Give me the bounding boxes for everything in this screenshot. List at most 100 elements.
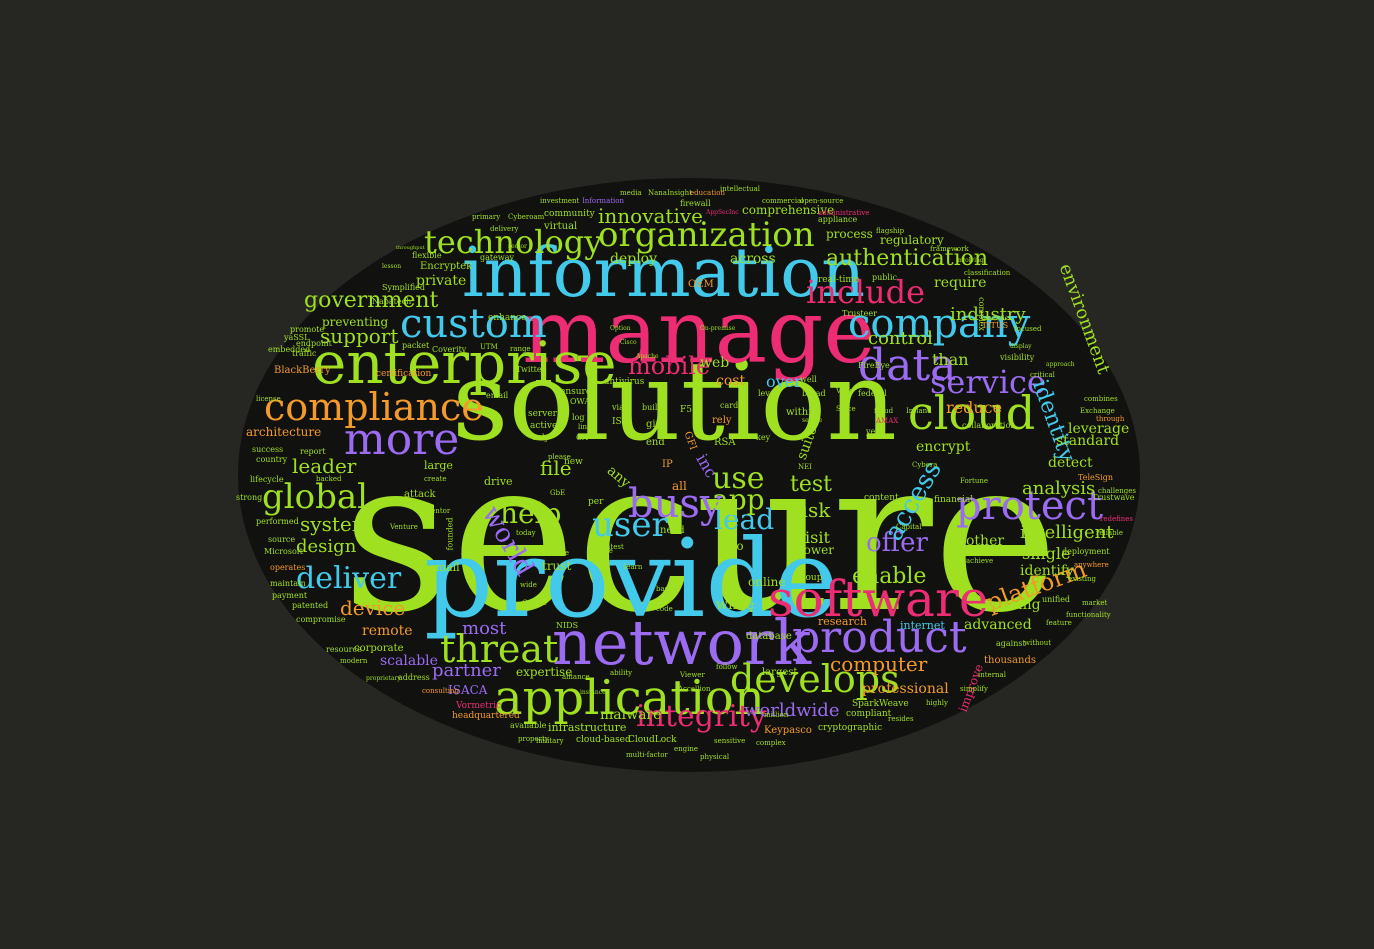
cloud-word: company: [848, 301, 1031, 347]
cloud-word: content: [864, 493, 899, 503]
cloud-word: consulting: [422, 687, 460, 695]
cloud-word: Twitter: [516, 365, 546, 374]
cloud-word: operates: [270, 563, 306, 572]
cloud-word: classification: [964, 269, 1011, 277]
cloud-word: yaSSL: [284, 333, 310, 342]
cloud-word: report: [300, 447, 326, 456]
cloud-word: firewall: [680, 199, 711, 208]
cloud-word: investment: [540, 197, 580, 205]
cloud-word: broad: [802, 389, 826, 398]
cloud-word: internal: [978, 671, 1006, 679]
cloud-word: need: [660, 525, 685, 536]
cloud-word: intellectual: [720, 185, 760, 193]
cloud-word: TeleSign: [1078, 473, 1114, 482]
cloud-word: detect: [1048, 455, 1093, 471]
cloud-word: reliable: [1096, 529, 1124, 537]
cloud-word: wide: [520, 581, 537, 589]
cloud-word: education: [690, 189, 725, 197]
cloud-word: enhance: [488, 313, 527, 323]
cloud-word: device: [340, 596, 406, 620]
cloud-word: please: [548, 453, 571, 461]
cloud-word: system: [300, 512, 371, 536]
cloud-word: key: [756, 433, 771, 442]
cloud-word: app: [712, 483, 765, 516]
cloud-word: highly: [926, 699, 948, 707]
cloud-word: Cyberoam: [508, 213, 545, 221]
cloud-word: Symplified: [382, 283, 426, 292]
cloud-word: FireEye: [858, 361, 890, 370]
cloud-word: Napatech: [372, 297, 412, 306]
cloud-word: computer: [830, 652, 928, 676]
cloud-word: Capital: [896, 523, 922, 531]
cloud-word: market: [1082, 599, 1108, 607]
cloud-word: application: [494, 670, 765, 726]
cloud-word: RSA: [714, 437, 736, 448]
cloud-word: provide: [424, 517, 839, 642]
cloud-word: design: [296, 536, 357, 557]
cloud-word: preventing: [322, 315, 389, 329]
cloud-word: internet: [900, 619, 945, 632]
cloud-word: mobile: [628, 352, 711, 380]
cloud-word: than: [932, 350, 969, 369]
cloud-word: small: [430, 561, 460, 574]
cloud-word: ISACA: [448, 683, 488, 697]
cloud-word: F5: [680, 405, 692, 415]
cloud-word: technology: [424, 223, 603, 261]
cloud-word: lead: [714, 503, 775, 536]
cloud-word: card: [720, 401, 739, 410]
cloud-word: lesson: [382, 263, 402, 270]
cloud-word: fraud: [874, 407, 894, 415]
cloud-word: collaboration: [962, 421, 1016, 430]
cloud-word: promote: [290, 325, 325, 334]
cloud-word: involving: [956, 257, 984, 264]
cloud-word: performed: [256, 517, 299, 526]
cloud-word: Coverity: [432, 345, 467, 354]
cloud-word: delivery: [490, 225, 519, 233]
cloud-word: range: [510, 345, 531, 353]
cloud-word: remote: [362, 623, 413, 639]
cloud-word: open-source: [800, 197, 844, 205]
cloud-word: file: [540, 456, 572, 480]
cloud-word: cryptographic: [818, 723, 883, 733]
cloud-word: per: [588, 497, 604, 507]
cloud-word: public: [872, 273, 897, 282]
cloud-word: deploy: [610, 251, 658, 267]
cloud-word: Information: [582, 197, 625, 205]
cloud-word: framework: [930, 245, 969, 253]
cloud-word: over: [766, 372, 802, 391]
cloud-word: user: [592, 505, 668, 545]
cloud-word: financial: [934, 495, 974, 505]
cloud-word: support: [320, 324, 399, 348]
cloud-word: more: [344, 414, 460, 465]
cloud-word: regulatory: [880, 233, 944, 247]
cloud-word: military: [536, 737, 564, 745]
cloud-word: ISI: [612, 417, 626, 427]
cloud-word: latest: [604, 543, 624, 551]
cloud-word: certification: [376, 369, 432, 379]
cloud-word: Mentor: [424, 507, 451, 515]
cloud-word: sector: [508, 243, 527, 250]
cloud-word: build: [642, 403, 663, 412]
cloud-word: headquartered: [452, 711, 520, 721]
cloud-word: Google: [522, 599, 547, 607]
cloud-word: while: [716, 597, 755, 613]
cloud-word: innovative: [598, 204, 703, 228]
cloud-word: risk: [792, 498, 831, 522]
cloud-word: sensitive: [714, 737, 746, 745]
cloud-word: via: [612, 403, 624, 412]
cloud-word: throughput: [396, 245, 425, 251]
cloud-word: primary: [472, 213, 501, 221]
cloud-word: new: [564, 457, 583, 467]
cloud-word: Viewer: [680, 671, 705, 679]
cloud-word: address: [398, 673, 430, 682]
cloud-word: OEM: [688, 279, 714, 290]
cloud-word: integrity: [636, 699, 767, 734]
cloud-word: Keypasco: [764, 725, 812, 736]
cloud-word: malware: [600, 707, 662, 723]
cloud-word: value: [550, 549, 570, 557]
cloud-word: line: [578, 423, 592, 431]
cloud-word: level: [758, 389, 778, 398]
cloud-word: challenges: [1098, 487, 1136, 495]
cloud-word: service: [930, 363, 1046, 401]
cloud-word: GbE: [550, 489, 566, 497]
